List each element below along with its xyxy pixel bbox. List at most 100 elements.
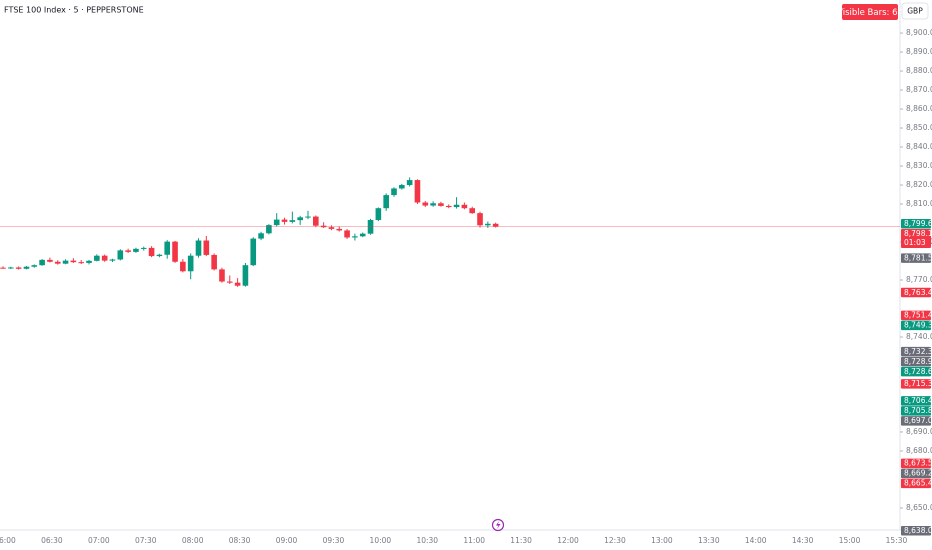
x-tick-label: 13:00 xyxy=(651,536,673,545)
candle-body xyxy=(164,241,171,255)
price-label xyxy=(901,219,931,229)
candle-body xyxy=(258,233,264,239)
x-tick-label: 15:30 xyxy=(886,536,908,545)
candle-body xyxy=(125,250,131,252)
candle-body xyxy=(461,204,468,209)
y-tick-label: 8,820.0 xyxy=(906,180,932,189)
x-tick-label: 09:00 xyxy=(276,536,298,545)
candle-body xyxy=(148,247,155,257)
price-label xyxy=(901,287,931,298)
candle-body xyxy=(297,217,303,221)
price-label xyxy=(901,229,931,249)
y-tick-label: 8,860.0 xyxy=(906,104,932,113)
price-label-text: 8,706.4 xyxy=(904,396,932,405)
candle-body xyxy=(242,265,249,286)
price-label-text: 8,697.0 xyxy=(904,416,932,425)
candle-body xyxy=(0,267,6,269)
y-tick-label: 8,870.0 xyxy=(906,85,932,94)
symbol-title: FTSE 100 Index · 5 · PEPPERSTONE xyxy=(4,6,144,15)
currency-button[interactable] xyxy=(901,2,929,20)
price-label-text: 8,665.4 xyxy=(904,479,932,488)
candle-body xyxy=(31,265,38,267)
visible-bars-badge xyxy=(842,4,898,20)
candle-body xyxy=(180,261,186,272)
candle-body xyxy=(23,266,30,269)
visible-bars-text: Visible Bars: 64 xyxy=(837,8,903,18)
event-icon-bolt xyxy=(496,521,501,529)
candle-body xyxy=(281,219,288,222)
candle-body xyxy=(430,203,436,206)
candle-body xyxy=(492,223,499,227)
candle-body xyxy=(219,269,225,282)
price-label-text: 8,705.8 xyxy=(904,406,932,415)
candle-body xyxy=(117,250,124,260)
price-label-text: 8,673.5 xyxy=(904,459,932,468)
candle-body xyxy=(109,259,116,261)
price-label xyxy=(901,253,931,263)
price-label-text: 8,749.3 xyxy=(904,321,932,330)
candle-body xyxy=(70,260,77,263)
x-tick-label: 15:00 xyxy=(839,536,861,545)
y-tick-label: 8,830.0 xyxy=(906,161,932,170)
countdown-text: 01:03 xyxy=(904,238,926,247)
x-tick-label: 14:00 xyxy=(745,536,767,545)
price-label xyxy=(901,526,931,536)
x-tick-label: 08:00 xyxy=(182,536,204,545)
candle-body xyxy=(422,202,429,206)
y-tick-label: 8,810.0 xyxy=(906,199,932,208)
candle-body xyxy=(266,225,272,234)
candle-body xyxy=(289,220,296,222)
x-tick-label: 10:00 xyxy=(370,536,392,545)
x-tick-label: 14:30 xyxy=(792,536,814,545)
candle-body xyxy=(414,180,421,203)
x-tick-label: 10:30 xyxy=(416,536,438,545)
price-label-text: 8,728.9 xyxy=(904,357,932,366)
candle-body xyxy=(438,203,444,206)
candle-body xyxy=(195,240,202,256)
x-tick-label: 11:00 xyxy=(463,536,485,545)
plot: 8,900.0 8,890.0 8,880.0 8,870.0 8,860.0 8,850… xyxy=(0,28,932,545)
price-label xyxy=(901,478,931,489)
x-tick-label: 11:30 xyxy=(510,536,532,545)
candle-body xyxy=(226,281,233,283)
x-tick-label: 09:30 xyxy=(323,536,345,545)
price-label xyxy=(901,356,931,367)
candle-body xyxy=(94,255,100,261)
y-tick-label: 8,740.0 xyxy=(906,332,932,341)
price-label-text: 8,728.6 xyxy=(904,367,932,376)
candle-body xyxy=(156,254,163,257)
price-label xyxy=(901,320,931,331)
x-tick-label: 12:30 xyxy=(604,536,626,545)
y-tick-label: 8,850.0 xyxy=(906,123,932,132)
candle-body xyxy=(250,238,257,266)
x-tick-label: 07:30 xyxy=(135,536,157,545)
candle-body xyxy=(78,262,84,264)
candle-body xyxy=(375,208,382,220)
x-tick-label: 12:00 xyxy=(557,536,579,545)
candle-body xyxy=(344,230,350,238)
candle-body xyxy=(39,259,45,266)
y-tick-label: 8,690.0 xyxy=(906,427,932,436)
price-label-text: 8,732.3 xyxy=(904,347,932,356)
candle-body xyxy=(313,216,319,226)
price-label xyxy=(901,416,931,426)
candle-body xyxy=(391,188,397,196)
y-tick-label: 8,890.0 xyxy=(906,47,932,56)
price-label xyxy=(901,366,931,377)
currency-text[interactable]: GBP xyxy=(907,7,923,16)
x-tick-label: 07:00 xyxy=(88,536,110,545)
candle-body xyxy=(234,282,241,286)
x-tick-label: 08:30 xyxy=(229,536,251,545)
candle-body xyxy=(445,205,452,208)
candle-body xyxy=(86,260,92,263)
price-label xyxy=(901,468,931,479)
candle-body xyxy=(140,247,147,249)
candle-body xyxy=(352,236,358,238)
price-label-text: 8,763.4 xyxy=(904,288,932,297)
y-tick-label: 8,880.0 xyxy=(906,66,932,75)
x-tick-label: 06:00 xyxy=(0,536,16,545)
candle-body xyxy=(203,240,210,255)
candle-body xyxy=(383,195,389,209)
candle-body xyxy=(485,223,491,226)
